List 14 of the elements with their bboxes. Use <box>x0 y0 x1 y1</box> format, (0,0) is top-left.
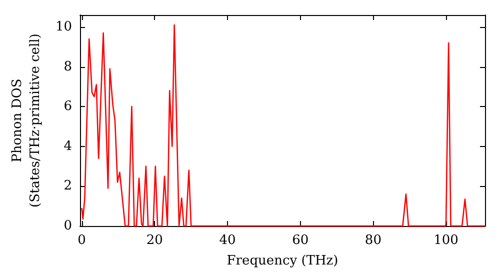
x-tick-label: 80 <box>364 233 382 248</box>
x-tick-label: 60 <box>292 233 309 248</box>
x-axis-title: Frequency (THz) <box>226 253 338 268</box>
y-tick-label: 10 <box>55 19 72 34</box>
y-axis-title: Phonon DOS (States/THz·primitive cell) <box>10 33 44 208</box>
y-tick-label: 4 <box>64 138 72 154</box>
y-tick-label: 8 <box>64 59 72 74</box>
y-tick-label: 6 <box>64 99 72 114</box>
x-tick-label: 20 <box>146 233 163 248</box>
y-tick-label: 0 <box>64 218 72 234</box>
y-tick-label: 2 <box>64 178 72 194</box>
x-tick-label: 100 <box>434 233 458 248</box>
x-tick-label: 0 <box>78 233 86 248</box>
x-tick-label: 40 <box>219 233 236 248</box>
